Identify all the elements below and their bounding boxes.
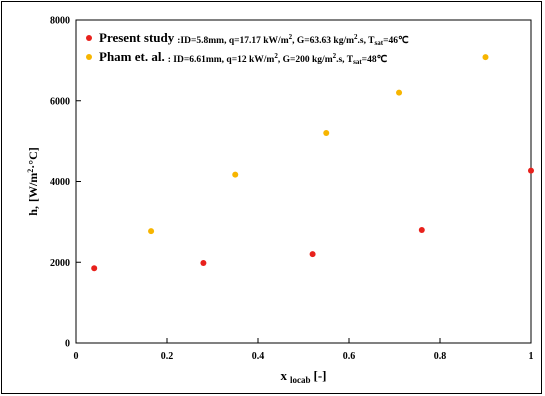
x-tick-label: 0 — [74, 351, 79, 362]
x-tick-label: 0.6 — [343, 351, 356, 362]
data-point-pham — [232, 171, 239, 178]
data-point-present-study — [309, 251, 316, 258]
data-point-pham — [323, 130, 330, 137]
data-points — [91, 54, 534, 272]
axis-ticks: 0 0.2 0.4 0.6 0.8 1 0 2000 4000 6000 8000 — [50, 16, 534, 363]
x-tick-label: 0.8 — [434, 351, 447, 362]
y-axis-label: h,[W/m2·°C] — [26, 147, 40, 215]
legend-marker-pham — [86, 54, 92, 60]
x-axis-label: x locab [-] — [280, 368, 326, 385]
legend-detail-present-study: :ID=5.8mm, q=17.17 kW/m2, G=63.63 kg/m2.… — [177, 33, 409, 47]
x-tick-label: 0.2 — [161, 351, 174, 362]
legend-label-pham: Pham et. al. — [99, 49, 165, 64]
data-point-pham — [396, 89, 403, 96]
data-point-present-study — [528, 167, 534, 174]
y-tick-label: 6000 — [50, 96, 70, 107]
y-tick-label: 8000 — [50, 16, 70, 27]
data-point-pham — [482, 54, 489, 61]
data-point-pham — [148, 228, 155, 235]
legend-detail-pham: : ID=6.61mm, q=12 kW/m2, G=200 kg/m2.s, … — [168, 52, 388, 66]
data-point-present-study — [91, 265, 98, 272]
data-point-present-study — [200, 260, 207, 267]
x-tick-label: 0.4 — [252, 351, 265, 362]
plot-area — [75, 19, 532, 344]
x-tick-label: 1 — [529, 351, 534, 362]
legend: Present study :ID=5.8mm, q=17.17 kW/m2, … — [86, 30, 409, 66]
legend-marker-present-study — [86, 35, 92, 41]
data-point-present-study — [418, 226, 425, 233]
y-tick-label: 0 — [65, 339, 70, 350]
y-tick-label: 4000 — [50, 177, 70, 188]
y-tick-label: 2000 — [50, 258, 70, 269]
legend-label-present-study: Present study — [99, 30, 175, 45]
